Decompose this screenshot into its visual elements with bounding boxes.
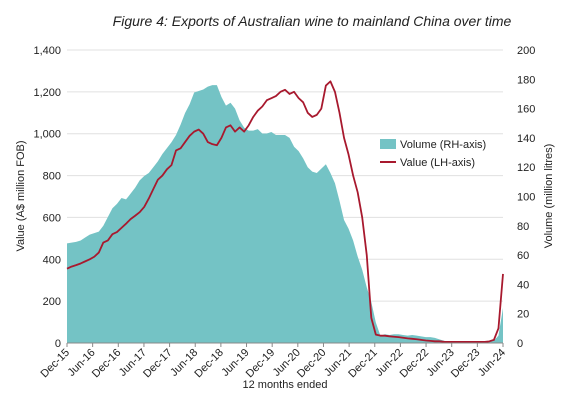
y-left-tick-label: 1,200 bbox=[33, 87, 61, 99]
x-tick-label: Dec-16 bbox=[90, 347, 124, 381]
y-right-tick-label: 100 bbox=[517, 192, 535, 204]
y-right-tick-label: 160 bbox=[517, 104, 535, 116]
x-tick-label: Jun-24 bbox=[476, 347, 508, 379]
y-right-tick-label: 20 bbox=[517, 309, 529, 321]
x-tick-label: Dec-21 bbox=[346, 347, 380, 381]
y-right-tick-label: 80 bbox=[517, 221, 529, 233]
y-left-tick-label: 200 bbox=[43, 296, 61, 308]
x-axis-label: 12 months ended bbox=[242, 379, 327, 391]
y-axis-left-ticks: 0 200 400 600 800 1,000 1,200 1,400 bbox=[33, 45, 61, 350]
y-right-tick-label: 180 bbox=[517, 74, 535, 86]
y-right-tick-label: 60 bbox=[517, 250, 529, 262]
legend-swatch-volume bbox=[380, 139, 396, 149]
y-left-tick-label: 1,000 bbox=[33, 129, 61, 141]
y-left-tick-label: 0 bbox=[55, 338, 61, 350]
chart-title: Figure 4: Exports of Australian wine to … bbox=[113, 13, 512, 29]
y-left-tick-label: 800 bbox=[43, 171, 61, 183]
volume-area-layer bbox=[67, 85, 503, 343]
y-axis-right-ticks: 0 20 40 60 80 100 120 140 160 180 200 bbox=[517, 45, 535, 350]
x-tick-label: Dec-20 bbox=[295, 347, 329, 381]
y-left-tick-label: 400 bbox=[43, 254, 61, 266]
y-axis-left-label: Value (A$ million FOB) bbox=[15, 140, 27, 251]
legend-label-volume: Volume (RH-axis) bbox=[400, 139, 486, 151]
y-left-tick-label: 600 bbox=[43, 212, 61, 224]
x-tick-label: Dec-17 bbox=[141, 347, 175, 381]
legend-label-value: Value (LH-axis) bbox=[400, 157, 475, 169]
y-right-tick-label: 120 bbox=[517, 162, 535, 174]
x-tick-label: Dec-19 bbox=[244, 347, 278, 381]
y-right-tick-label: 140 bbox=[517, 133, 535, 145]
x-tick-label: Dec-15 bbox=[39, 347, 73, 381]
y-axis-right-label: Volume (million litres) bbox=[543, 144, 555, 249]
x-tick-label: Dec-23 bbox=[449, 347, 483, 381]
y-right-tick-label: 40 bbox=[517, 279, 529, 291]
value-line bbox=[66, 80, 504, 343]
value-line-layer bbox=[66, 80, 504, 343]
volume-area bbox=[67, 85, 503, 343]
x-tick-label: Dec-22 bbox=[398, 347, 432, 381]
y-right-tick-label: 0 bbox=[517, 338, 523, 350]
x-axis-ticks: Dec-15Jun-16Dec-16Jun-17Dec-17Jun-18Dec-… bbox=[39, 343, 508, 381]
x-tick-label: Dec-18 bbox=[192, 347, 226, 381]
y-right-tick-label: 200 bbox=[517, 45, 535, 57]
y-left-tick-label: 1,400 bbox=[33, 45, 61, 57]
legend: Volume (RH-axis) Value (LH-axis) bbox=[380, 139, 486, 169]
